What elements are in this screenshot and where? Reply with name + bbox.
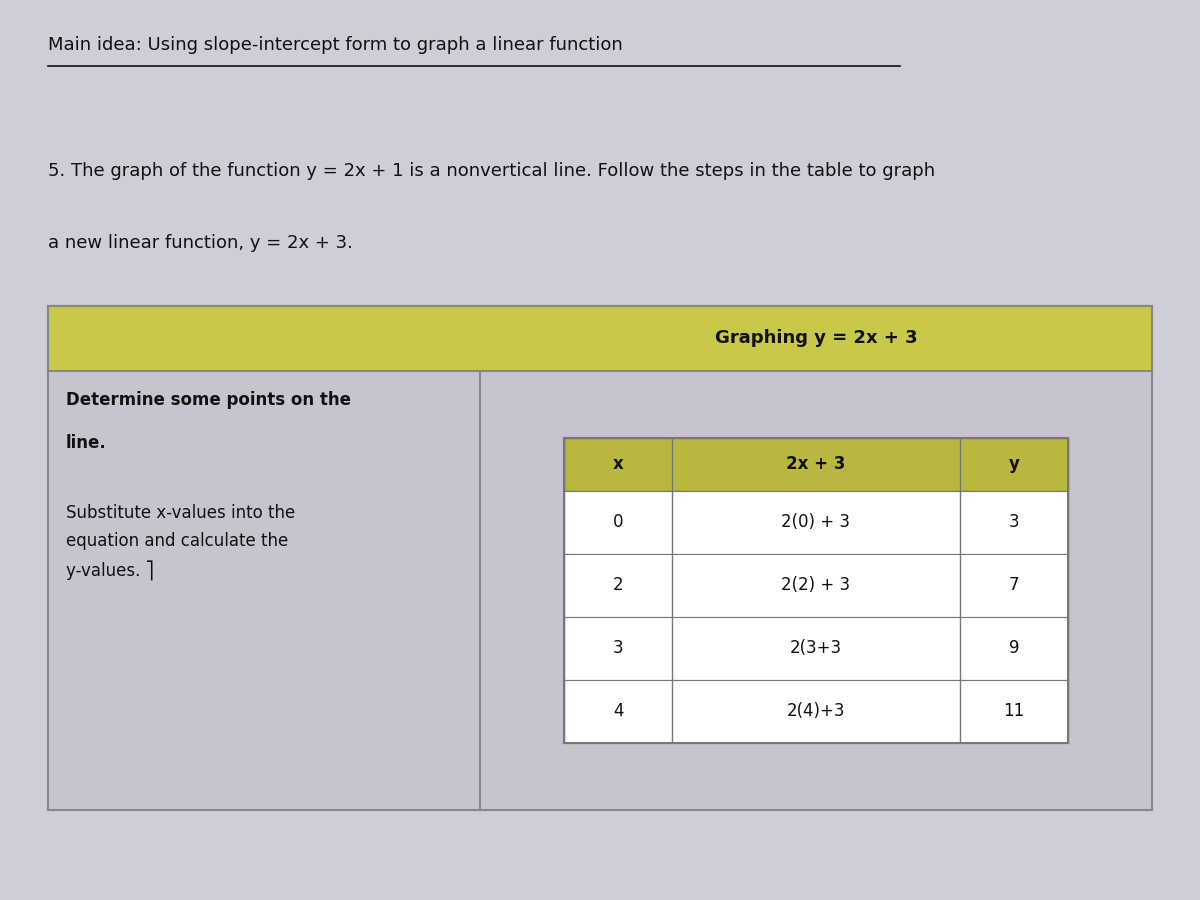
- Text: 3: 3: [1009, 513, 1019, 531]
- Text: Determine some points on the: Determine some points on the: [66, 391, 352, 409]
- FancyBboxPatch shape: [48, 306, 1152, 810]
- Text: Substitute x-values into the
equation and calculate the
y-values. ⎤: Substitute x-values into the equation an…: [66, 504, 295, 580]
- Text: 7: 7: [1009, 576, 1019, 594]
- Text: 3: 3: [613, 639, 623, 657]
- Text: 2(3+3: 2(3+3: [790, 639, 842, 657]
- Text: a new linear function, y = 2x + 3.: a new linear function, y = 2x + 3.: [48, 234, 353, 252]
- FancyBboxPatch shape: [48, 306, 1152, 371]
- FancyBboxPatch shape: [564, 491, 1068, 554]
- Text: 11: 11: [1003, 702, 1025, 720]
- FancyBboxPatch shape: [564, 680, 1068, 742]
- Text: y: y: [1008, 455, 1020, 473]
- Text: 2(2) + 3: 2(2) + 3: [781, 576, 851, 594]
- Text: Main idea: Using slope-intercept form to graph a linear function: Main idea: Using slope-intercept form to…: [48, 36, 623, 54]
- Text: x: x: [613, 455, 623, 473]
- Text: 0: 0: [613, 513, 623, 531]
- Text: 2(4)+3: 2(4)+3: [787, 702, 845, 720]
- Text: 4: 4: [613, 702, 623, 720]
- FancyBboxPatch shape: [564, 616, 1068, 680]
- FancyBboxPatch shape: [564, 438, 1068, 491]
- Text: 5. The graph of the function y = 2x + 1 is a nonvertical line. Follow the steps : 5. The graph of the function y = 2x + 1 …: [48, 162, 935, 180]
- Text: 2: 2: [613, 576, 623, 594]
- FancyBboxPatch shape: [564, 554, 1068, 616]
- Text: Graphing y = 2x + 3: Graphing y = 2x + 3: [715, 329, 917, 347]
- Text: line.: line.: [66, 434, 107, 452]
- Text: 2x + 3: 2x + 3: [786, 455, 846, 473]
- Text: 2(0) + 3: 2(0) + 3: [781, 513, 851, 531]
- Text: 9: 9: [1009, 639, 1019, 657]
